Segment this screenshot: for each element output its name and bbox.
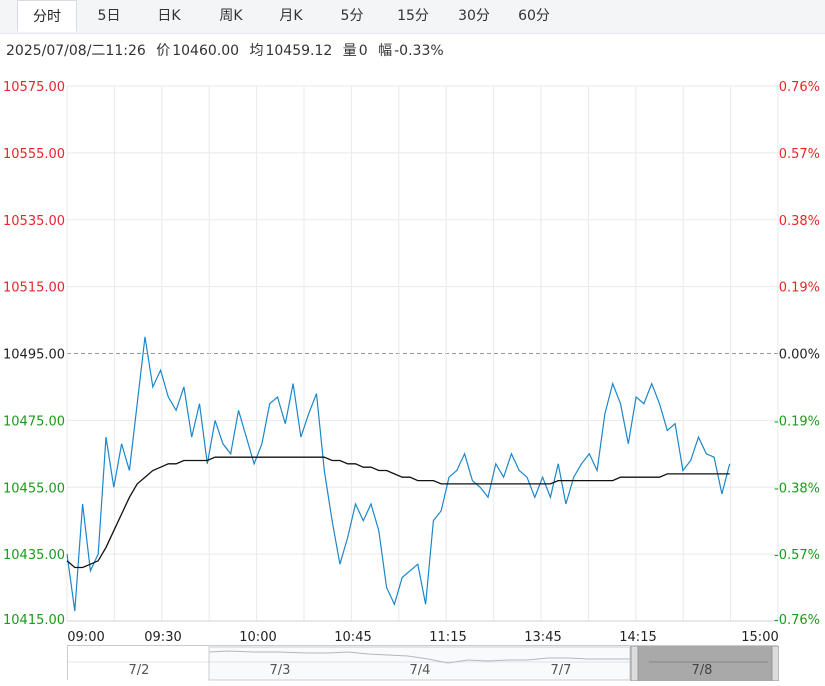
- change-label: 幅: [378, 43, 393, 59]
- percent-tick-label: 0.57%: [779, 147, 820, 162]
- navigator-window: [208, 646, 631, 681]
- time-tick-label: 09:30: [144, 630, 181, 645]
- time-tick-label: 14:15: [619, 630, 656, 645]
- price-tick-label: 10475.00: [3, 414, 65, 429]
- time-tick-label: 15:00: [741, 630, 778, 645]
- percent-tick-label: -0.38%: [774, 481, 820, 496]
- percent-axis-labels: 0.76% 0.57% 0.38% 0.19% 0.00% -0.19% -0.38% -0.…: [774, 80, 820, 628]
- time-tick-label: 13:45: [524, 630, 561, 645]
- time-tick-label: 09:00: [67, 630, 104, 645]
- percent-tick-label: -0.57%: [774, 548, 820, 563]
- tab-weekly-k[interactable]: 周K: [219, 8, 243, 24]
- navigator-date-label: 7/7: [551, 663, 572, 678]
- percent-tick-label: -0.19%: [774, 414, 820, 429]
- tab-5min[interactable]: 5分: [340, 8, 364, 24]
- chart-grid: [66, 85, 779, 622]
- tab-5day[interactable]: 5日: [97, 8, 121, 24]
- price-tick-label: 10415.00: [3, 613, 65, 628]
- percent-tick-label: 0.19%: [779, 281, 820, 296]
- navigator-selection[interactable]: [638, 646, 772, 681]
- navigator-date-label: 7/8: [692, 663, 713, 678]
- percent-tick-label: -0.76%: [774, 613, 820, 628]
- avg-value: 10459.12: [265, 43, 333, 59]
- avg-label: 均: [249, 43, 264, 59]
- chart-series: [66, 336, 731, 612]
- intraday-chart[interactable]: 10575.00 10555.00 10535.00 10515.00 10495.00…: [0, 70, 825, 645]
- percent-tick-label: 0.76%: [779, 80, 820, 95]
- navigator-date-label: 7/2: [129, 663, 150, 678]
- price-label: 价: [156, 43, 171, 59]
- tab-15min[interactable]: 15分: [397, 8, 429, 24]
- price-tick-label: 10555.00: [3, 147, 65, 162]
- time-tick-label: 10:45: [334, 630, 371, 645]
- time-axis-labels: 09:00 09:30 10:00 10:45 11:15 13:45 14:15 15:00: [67, 630, 778, 645]
- time-tick-label: 10:00: [239, 630, 276, 645]
- navigator-track[interactable]: 7/2 7/3 7/4 7/7 7/8: [68, 645, 780, 682]
- tab-30min[interactable]: 30分: [458, 8, 490, 24]
- price-tick-label: 10515.00: [3, 281, 65, 296]
- navigator-date-label: 7/3: [270, 663, 291, 678]
- quote-datetime: 2025/07/08/二11:26: [6, 43, 146, 59]
- price-tick-label: 10535.00: [3, 214, 65, 229]
- tab-daily-k[interactable]: 日K: [157, 8, 181, 24]
- period-tab-bar: 分时 5日 日K 周K 月K 5分 15分 30分 60分: [0, 0, 825, 34]
- time-tick-label: 11:15: [429, 630, 466, 645]
- price-tick-label: 10575.00: [3, 80, 65, 95]
- navigator-date-label: 7/4: [410, 663, 431, 678]
- navigator-left-handle[interactable]: [630, 645, 639, 682]
- tab-monthly-k[interactable]: 月K: [279, 8, 303, 24]
- percent-tick-label: 0.38%: [779, 214, 820, 229]
- price-axis-labels: 10575.00 10555.00 10535.00 10515.00 10495.00…: [3, 80, 65, 628]
- price-value: 10460.00: [172, 43, 240, 59]
- volume-value: 0: [358, 43, 368, 59]
- percent-tick-label: 0.00%: [779, 348, 820, 363]
- price-line: [66, 336, 731, 612]
- change-value: -0.33%: [394, 43, 444, 59]
- date-navigator[interactable]: 7/2 7/3 7/4 7/7 7/8: [67, 645, 780, 682]
- tab-60min[interactable]: 60分: [518, 8, 550, 24]
- navigator-right-handle[interactable]: [771, 645, 780, 682]
- average-line: [66, 456, 730, 569]
- tab-intraday[interactable]: 分时: [17, 0, 77, 32]
- price-tick-label: 10435.00: [3, 548, 65, 563]
- price-tick-label: 10455.00: [3, 481, 65, 496]
- price-tick-label: 10495.00: [3, 348, 65, 363]
- volume-label: 量: [342, 43, 357, 59]
